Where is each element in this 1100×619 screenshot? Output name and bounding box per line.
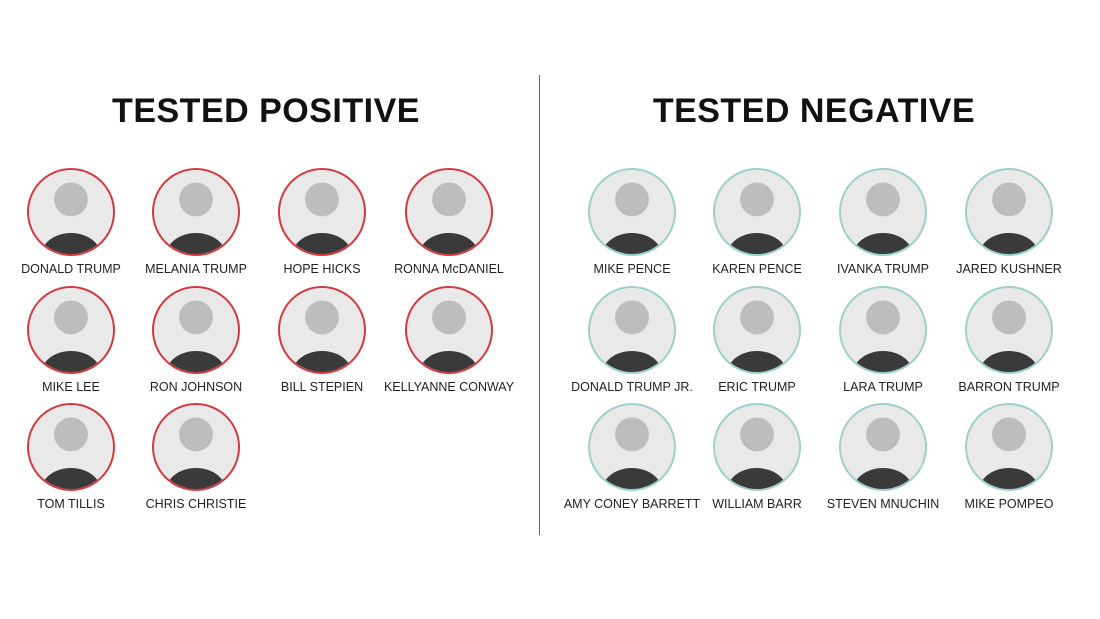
portrait-photo bbox=[713, 286, 801, 374]
person-card: RON JOHNSON bbox=[111, 286, 281, 394]
person-card: WILLIAM BARR bbox=[672, 403, 842, 511]
person-card: BILL STEPIEN bbox=[237, 286, 407, 394]
portrait-photo bbox=[278, 168, 366, 256]
portrait-photo bbox=[27, 168, 115, 256]
person-card: IVANKA TRUMP bbox=[798, 168, 968, 276]
portrait-photo bbox=[152, 403, 240, 491]
person-card: STEVEN MNUCHIN bbox=[798, 403, 968, 511]
portrait-photo bbox=[405, 286, 493, 374]
portrait-photo bbox=[405, 168, 493, 256]
person-name: HOPE HICKS bbox=[283, 262, 361, 276]
portrait-photo bbox=[713, 168, 801, 256]
person-name: IVANKA TRUMP bbox=[837, 262, 929, 276]
person-name: LARA TRUMP bbox=[843, 380, 923, 394]
portrait-photo bbox=[965, 403, 1053, 491]
positive-title: TESTED POSITIVE bbox=[112, 92, 420, 130]
person-card: CHRIS CHRISTIE bbox=[111, 403, 281, 511]
person-card: MIKE PENCE bbox=[547, 168, 717, 276]
portrait-photo bbox=[839, 168, 927, 256]
person-name: BARRON TRUMP bbox=[958, 380, 1060, 394]
portrait-photo bbox=[152, 286, 240, 374]
person-name: KELLYANNE CONWAY bbox=[383, 380, 515, 394]
person-name: CHRIS CHRISTIE bbox=[145, 497, 247, 511]
person-card: AMY CONEY BARRETT bbox=[547, 403, 717, 511]
person-card: KAREN PENCE bbox=[672, 168, 842, 276]
portrait-photo bbox=[839, 403, 927, 491]
person-name: STEVEN MNUCHIN bbox=[826, 497, 940, 511]
person-name: ERIC TRUMP bbox=[718, 380, 796, 394]
portrait-photo bbox=[965, 286, 1053, 374]
portrait-photo bbox=[965, 168, 1053, 256]
person-name: AMY CONEY BARRETT bbox=[563, 497, 701, 511]
person-name: MIKE PENCE bbox=[593, 262, 671, 276]
person-name: BILL STEPIEN bbox=[280, 380, 364, 394]
portrait-photo bbox=[839, 286, 927, 374]
person-name: KAREN PENCE bbox=[712, 262, 802, 276]
person-name: RON JOHNSON bbox=[149, 380, 243, 394]
divider bbox=[539, 75, 540, 535]
person-name: MIKE POMPEO bbox=[964, 497, 1054, 511]
person-card: MELANIA TRUMP bbox=[111, 168, 281, 276]
person-name: TOM TILLIS bbox=[37, 497, 105, 511]
portrait-photo bbox=[27, 286, 115, 374]
portrait-photo bbox=[27, 403, 115, 491]
person-name: MELANIA TRUMP bbox=[145, 262, 247, 276]
person-name: JARED KUSHNER bbox=[956, 262, 1062, 276]
person-card: DONALD TRUMP JR. bbox=[547, 286, 717, 394]
person-card: MIKE POMPEO bbox=[924, 403, 1094, 511]
portrait-photo bbox=[713, 403, 801, 491]
person-name: DONALD TRUMP JR. bbox=[571, 380, 693, 394]
negative-title: TESTED NEGATIVE bbox=[652, 92, 976, 130]
person-card: TOM TILLIS bbox=[0, 403, 156, 511]
person-card: MIKE LEE bbox=[0, 286, 156, 394]
person-card: KELLYANNE CONWAY bbox=[364, 286, 534, 394]
portrait-photo bbox=[588, 403, 676, 491]
portrait-photo bbox=[588, 168, 676, 256]
portrait-photo bbox=[278, 286, 366, 374]
person-card: LARA TRUMP bbox=[798, 286, 968, 394]
person-card: DONALD TRUMP bbox=[0, 168, 156, 276]
person-card: RONNA McDANIEL bbox=[364, 168, 534, 276]
person-card: BARRON TRUMP bbox=[924, 286, 1094, 394]
portrait-photo bbox=[152, 168, 240, 256]
person-card: JARED KUSHNER bbox=[924, 168, 1094, 276]
person-name: DONALD TRUMP bbox=[21, 262, 121, 276]
person-name: RONNA McDANIEL bbox=[394, 262, 504, 276]
person-name: WILLIAM BARR bbox=[712, 497, 802, 511]
person-card: HOPE HICKS bbox=[237, 168, 407, 276]
person-name: MIKE LEE bbox=[42, 380, 100, 394]
person-card: ERIC TRUMP bbox=[672, 286, 842, 394]
portrait-photo bbox=[588, 286, 676, 374]
